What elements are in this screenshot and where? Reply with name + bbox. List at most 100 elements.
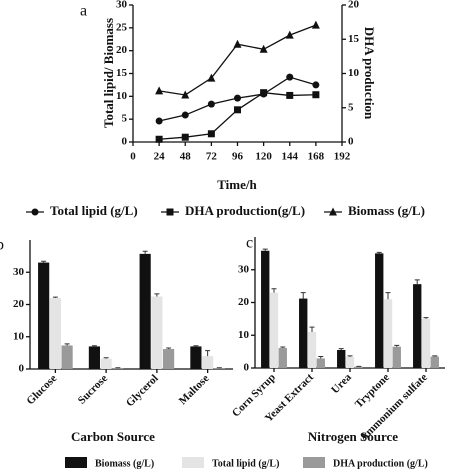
- error-bar: [423, 317, 429, 319]
- y-tick-label: 15: [116, 67, 128, 79]
- error-bar: [205, 350, 211, 357]
- y-tick-label: 30: [13, 266, 25, 278]
- series-line: [159, 24, 317, 96]
- bar: [299, 298, 308, 368]
- marker: [155, 117, 163, 125]
- y-tick-label: 30: [238, 263, 250, 275]
- bar: [430, 356, 439, 368]
- y-tick-label: 5: [122, 113, 128, 125]
- x-axis-title: Carbon Source: [71, 429, 155, 444]
- bar: [337, 349, 346, 368]
- bar: [202, 356, 214, 369]
- error-bar: [166, 347, 172, 350]
- y-tick-label: 10: [116, 90, 128, 102]
- marker: [260, 89, 268, 97]
- marker: [207, 100, 215, 108]
- bar: [139, 253, 151, 369]
- marker: [234, 94, 241, 102]
- marker: [286, 91, 294, 99]
- y-tick-label: 30: [116, 0, 128, 11]
- x-tick-label: 48: [180, 151, 192, 163]
- marker: [329, 207, 337, 216]
- x-tick-label: 72: [206, 151, 218, 163]
- y-tick-label: 25: [116, 21, 128, 33]
- bar: [375, 253, 384, 368]
- bar: [100, 358, 112, 369]
- marker: [286, 73, 294, 81]
- y-tick-label: 0: [244, 362, 250, 374]
- bar: [383, 299, 393, 368]
- bar: [213, 368, 225, 369]
- bar: [49, 298, 61, 369]
- error-bar: [338, 348, 344, 350]
- error-bar: [414, 279, 420, 285]
- bar: [38, 262, 50, 369]
- x-tick-label: Maltose: [177, 372, 212, 407]
- marker: [285, 30, 294, 39]
- marker: [312, 81, 320, 89]
- marker: [207, 73, 216, 82]
- y-tick-label: 20: [116, 44, 128, 56]
- y-axis-title: Total lipid/ Biomass: [101, 18, 116, 128]
- x-tick-label: 0: [130, 151, 136, 163]
- error-bar: [41, 260, 47, 263]
- bar: [269, 292, 279, 368]
- y-tick-label: 20: [238, 296, 250, 308]
- bar: [88, 346, 100, 369]
- error-bar: [318, 356, 324, 359]
- marker: [311, 20, 320, 29]
- bar: [61, 345, 73, 369]
- marker: [181, 111, 189, 119]
- x-tick-label: 144: [282, 151, 299, 163]
- marker: [155, 135, 163, 143]
- error-bar: [154, 293, 160, 297]
- bar: [261, 250, 270, 368]
- error-bar: [271, 288, 277, 293]
- legend-swatch: [182, 457, 204, 468]
- y-tick-label: 10: [13, 330, 25, 342]
- legend-label: Total lipid (g/L): [50, 203, 138, 218]
- y2-tick-label: 10: [348, 67, 360, 79]
- error-bar: [376, 251, 382, 254]
- marker: [181, 90, 190, 99]
- error-bar: [91, 345, 97, 347]
- marker: [259, 44, 268, 53]
- x-tick-label: Glycerol: [124, 372, 161, 409]
- error-bar: [262, 248, 268, 251]
- error-bar: [103, 357, 109, 359]
- bar: [307, 331, 317, 368]
- error-bar: [394, 344, 400, 347]
- bar: [112, 368, 124, 369]
- x-axis-title: Time/h: [217, 177, 257, 192]
- bar: [413, 284, 422, 368]
- bar: [278, 348, 287, 368]
- y2-axis-title: DHA production: [362, 27, 377, 120]
- bar: [151, 296, 163, 369]
- error-bar: [193, 345, 199, 347]
- legend-label: Biomass (g/L): [348, 203, 425, 218]
- error-bar: [280, 346, 286, 349]
- marker: [155, 86, 164, 95]
- x-tick-label: Urea: [329, 371, 354, 396]
- bar: [392, 346, 401, 368]
- panel-label: b: [0, 237, 4, 254]
- y2-tick-label: 20: [348, 0, 360, 11]
- error-bar: [309, 326, 315, 332]
- bar: [354, 366, 363, 368]
- x-tick-label: 192: [334, 151, 351, 163]
- panel-label: c: [246, 235, 253, 252]
- x-tick-label: 168: [308, 151, 325, 163]
- x-axis-title: Nitrogen Source: [308, 429, 398, 444]
- error-bar: [52, 296, 58, 299]
- x-tick-label: Sucrose: [76, 372, 110, 406]
- legend-swatch: [303, 457, 325, 468]
- y-tick-label: 20: [13, 298, 25, 310]
- marker: [233, 39, 242, 48]
- error-bar: [432, 355, 438, 357]
- y-tick-label: 0: [122, 136, 128, 148]
- legend-swatch: [65, 457, 87, 468]
- x-tick-label: Tryptone: [353, 371, 392, 410]
- bar: [163, 349, 175, 369]
- error-bar: [347, 355, 353, 357]
